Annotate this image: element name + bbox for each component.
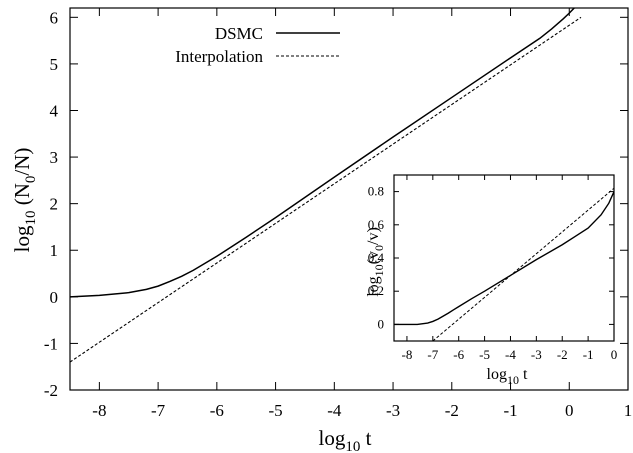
main-plot-frame: [69, 7, 629, 391]
y-tick-label: 5: [50, 55, 59, 74]
y-tick-label: 0.8: [368, 184, 384, 199]
y-tick-label: 0.6: [368, 217, 385, 232]
y-tick-label: -1: [44, 334, 58, 353]
main-plot: -2 -1 0 1 2 3 4 5 6 -8 -7 -6 -5 -4 -3 -2 -1 0 1 DSMC Inte…: [10, 7, 632, 453]
x-tick-label: -3: [531, 347, 542, 362]
x-tick-label: 1: [624, 401, 633, 420]
inset-x-ticks: -8 -7 -6 -5 -4 -3 -2 -1 0: [402, 175, 618, 362]
inset-background: [394, 175, 614, 341]
y-tick-label: -2: [44, 381, 58, 400]
y-tick-label: 6: [50, 8, 59, 27]
y-tick-label: 0: [50, 288, 59, 307]
dsmc-series-line: [394, 191, 614, 326]
inset-y-axis-label: log10(v0/v): [365, 227, 386, 297]
main-x-ticks: -8 -7 -6 -5 -4 -3 -2 -1 0 1: [92, 8, 632, 420]
interpolation-series-line: [70, 16, 582, 363]
x-tick-label: -8: [402, 347, 413, 362]
x-tick-label: -6: [210, 401, 224, 420]
main-x-axis-label: log10 t: [319, 426, 372, 453]
x-tick-label: -4: [327, 401, 342, 420]
inset-series: [394, 187, 614, 341]
x-tick-label: -5: [268, 401, 282, 420]
y-tick-label: 4: [50, 101, 59, 120]
inset-x-axis-label: log10 t: [487, 366, 528, 387]
x-tick-label: -5: [479, 347, 490, 362]
x-tick-label: -8: [92, 401, 106, 420]
y-tick-label: 0: [378, 316, 385, 331]
legend-label-dsmc: DSMC: [215, 24, 263, 43]
x-tick-label: -1: [503, 401, 517, 420]
x-tick-label: -6: [453, 347, 464, 362]
interpolation-series-line: [432, 187, 614, 341]
legend-label-interpolation: Interpolation: [175, 47, 263, 66]
x-tick-label: 0: [611, 347, 618, 362]
dsmc-series-line: [70, 8, 576, 298]
y-tick-label: 0.2: [368, 283, 384, 298]
x-tick-label: -2: [557, 347, 568, 362]
x-tick-label: 0: [565, 401, 574, 420]
y-tick-label: 3: [50, 148, 59, 167]
x-tick-label: -7: [427, 347, 438, 362]
main-y-axis-label: log10 (N0/N): [10, 148, 39, 253]
main-series: [70, 8, 582, 363]
y-tick-label: 1: [50, 241, 59, 260]
main-y-ticks: -2 -1 0 1 2 3 4 5 6: [44, 8, 628, 400]
x-tick-label: -4: [505, 347, 516, 362]
x-tick-label: -7: [151, 401, 166, 420]
x-tick-label: -2: [445, 401, 459, 420]
y-tick-label: 2: [50, 195, 59, 214]
y-tick-label: 0.4: [368, 250, 385, 265]
legend: DSMC Interpolation: [175, 24, 340, 66]
inset-y-ticks: 0 0.2 0.4 0.6 0.8: [368, 184, 614, 331]
x-tick-label: -1: [583, 347, 594, 362]
x-tick-label: -3: [386, 401, 400, 420]
inset-plot: 00.20.40.60.8 -8 -7 -6 -5 -4 -3 -2 -1 0 log10 t …: [365, 174, 618, 387]
